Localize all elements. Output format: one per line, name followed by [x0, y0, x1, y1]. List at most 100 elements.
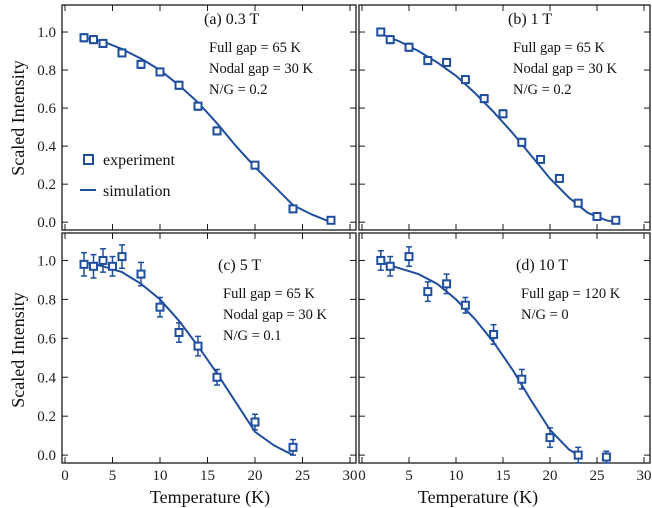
panel-d-experiment-point	[385, 261, 395, 271]
panel-c-experiment-point	[117, 252, 127, 262]
panel-c-simulation-line	[83, 261, 294, 456]
panel-c-ytick-label: 0.0	[37, 448, 56, 464]
panel-b-experiment-point	[423, 56, 433, 66]
panel-c-experiment-point	[108, 261, 117, 271]
x-axis-title-left: Temperature (K)	[150, 487, 270, 508]
panel-d-experiment-point	[601, 452, 611, 462]
panel-c-ytick-label: 0.8	[37, 292, 56, 308]
panel-b-experiment-point	[460, 75, 470, 85]
panel-c-experiment-point	[136, 269, 146, 279]
panel-d-xtick-label: 25	[590, 468, 605, 484]
panel-b-annotation: Nodal gap = 30 K	[513, 61, 618, 77]
panel-a-label: (a) 0.3 T	[204, 11, 259, 28]
panel-c-experiment-point	[193, 341, 203, 351]
x-axis-title-right: Temperature (K)	[418, 487, 538, 508]
panel-c-xtick-label: 15	[200, 468, 215, 484]
legend: experiment simulation	[80, 152, 176, 200]
panel-c-xtick-label: 25	[295, 468, 310, 484]
panel-c-label: (c) 5 T	[218, 257, 261, 274]
panel-a-experiment-point	[174, 80, 184, 90]
panel-d-xtick-label: 0	[358, 468, 366, 484]
panel-c-ytick-label: 0.2	[37, 409, 56, 425]
panel-c-experiment-point	[174, 327, 184, 337]
panel-a-experiment-point	[79, 33, 89, 43]
panel-a-ytick-label: 0.0	[37, 215, 56, 231]
panel-c-xtick-label: 5	[109, 468, 117, 484]
panel-d-simulation-line	[380, 261, 579, 456]
panel-d-label: (d) 10 T	[516, 257, 568, 274]
panel-c-xtick-label: 10	[153, 468, 168, 484]
panel-a-ytick-label: 0.2	[37, 177, 56, 193]
panel-a-ytick-label: 0.4	[37, 139, 56, 155]
panel-b-frame	[358, 4, 651, 231]
panel-c-annotation: Nodal gap = 30 K	[223, 307, 328, 323]
panel-c-ytick-label: 0.4	[37, 370, 56, 386]
panel-c-annotation: Full gap = 65 K	[223, 286, 315, 302]
panel-b-annotation: Full gap = 65 K	[513, 40, 605, 56]
panel-d-xtick-label: 20	[543, 468, 558, 484]
legend-experiment-label: experiment	[103, 152, 176, 169]
panel-d-experiment-point	[489, 329, 499, 339]
panel-c-frame	[61, 232, 357, 464]
panel-c-xtick-label: 30	[343, 468, 358, 484]
panel-c-xtick-label: 20	[248, 468, 263, 484]
panel-c-experiment-point	[288, 442, 298, 452]
panel-b-experiment-point	[517, 137, 527, 147]
panel-a-experiment-point	[326, 215, 336, 225]
panel-c-annotation: N/G = 0.1	[223, 328, 282, 344]
panel-d-xtick-label: 30	[637, 468, 652, 484]
panel-d-experiment-point	[460, 300, 470, 310]
legend-simulation-label: simulation	[103, 183, 171, 200]
panel-b-experiment-point	[573, 198, 583, 208]
panel-b-experiment-point	[536, 154, 546, 164]
panel-d-experiment-point	[442, 279, 452, 289]
y-axis-title-bottom: Scaled Intensity	[8, 292, 28, 407]
panel-b-simulation-line	[380, 32, 616, 224]
panel-c-experiment-point	[250, 417, 260, 427]
panel-a-annotation: N/G = 0.2	[209, 82, 268, 98]
panel-b-experiment-point	[385, 35, 395, 45]
panel-d-experiment-point	[376, 255, 386, 265]
legend-experiment-marker	[83, 154, 94, 165]
panel-d-experiment-point	[517, 374, 527, 384]
panel-a-frame	[61, 4, 357, 231]
panel-c-experiment-point	[89, 261, 98, 271]
panel-a-experiment-point	[155, 67, 165, 77]
panel-d-annotation: N/G = 0	[521, 307, 569, 323]
panel-c-experiment-point	[155, 302, 165, 312]
panel-a-experiment-point	[288, 204, 298, 214]
panel-d-experiment-point	[423, 287, 433, 297]
panel-d-experiment-point	[573, 450, 583, 460]
panel-d-xtick-label: 5	[405, 468, 413, 484]
panel-b-annotation: N/G = 0.2	[513, 82, 572, 98]
panel-d-experiment-point	[545, 433, 555, 443]
panel-c-experiment-point	[98, 255, 108, 265]
plot-layer: 0.0 0.2 0.4 0.6 0.8 1.0 (a) 0.3 T Full gap = 65…	[37, 5, 652, 484]
panel-c-ytick-label: 1.0	[37, 253, 56, 269]
panel-b-experiment-point	[404, 42, 414, 52]
panel-d-annotation: Full gap = 120 K	[521, 286, 621, 302]
panel-b-experiment-point	[611, 215, 621, 225]
panel-a-ytick-label: 0.6	[37, 101, 56, 117]
panel-a-experiment-point	[136, 59, 146, 69]
panel-d-xtick-label: 10	[449, 468, 464, 484]
panel-c-experiment-point	[79, 259, 89, 269]
panel-b-experiment-point	[479, 94, 489, 104]
panel-c-experiment-point	[212, 372, 222, 382]
panel-b-experiment-point	[498, 109, 508, 119]
panel-a-experiment-point	[89, 35, 98, 45]
panel-d-frame	[358, 232, 651, 464]
panel-d-experiment-point	[404, 252, 414, 262]
panel-b-experiment-point	[376, 27, 386, 37]
panel-a-experiment-point	[117, 48, 127, 58]
panel-a-experiment-point	[193, 101, 203, 111]
panel-a-experiment-point	[250, 160, 260, 170]
panel-b-experiment-point	[592, 211, 602, 221]
panel-b-experiment-point	[442, 57, 452, 67]
panel-b-label: (b) 1 T	[508, 11, 552, 28]
panel-a-ytick-label: 1.0	[37, 25, 56, 41]
panel-c-xtick-label: 0	[61, 468, 69, 484]
panel-a-experiment-point	[98, 38, 108, 48]
panel-a-ytick-label: 0.8	[37, 63, 56, 79]
